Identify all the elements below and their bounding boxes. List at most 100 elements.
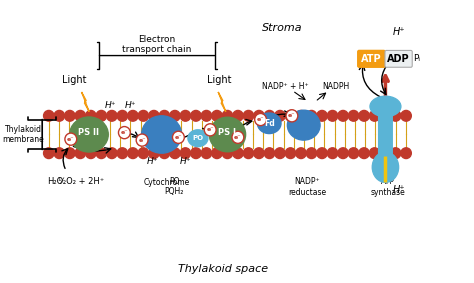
Circle shape <box>96 148 107 158</box>
Circle shape <box>233 148 243 158</box>
Text: H⁺: H⁺ <box>180 157 191 166</box>
Circle shape <box>191 110 201 121</box>
Circle shape <box>401 110 411 121</box>
Text: Light: Light <box>207 76 231 85</box>
Circle shape <box>306 148 317 158</box>
Circle shape <box>86 148 96 158</box>
Text: ADP: ADP <box>387 54 410 64</box>
Ellipse shape <box>210 117 246 152</box>
Circle shape <box>65 133 77 145</box>
Ellipse shape <box>188 130 208 147</box>
Text: e⁻: e⁻ <box>257 117 264 122</box>
Ellipse shape <box>142 116 182 153</box>
Circle shape <box>286 110 298 122</box>
Circle shape <box>359 110 369 121</box>
Circle shape <box>86 110 96 121</box>
FancyBboxPatch shape <box>358 50 385 67</box>
Text: PO
PQH₂: PO PQH₂ <box>164 177 184 196</box>
Circle shape <box>264 148 275 158</box>
Circle shape <box>296 110 306 121</box>
Circle shape <box>64 110 75 121</box>
Circle shape <box>369 148 380 158</box>
Text: e⁻: e⁻ <box>234 135 242 140</box>
Circle shape <box>317 110 327 121</box>
Circle shape <box>117 110 128 121</box>
Circle shape <box>328 110 338 121</box>
Circle shape <box>391 110 401 121</box>
Circle shape <box>232 131 244 143</box>
Text: e⁻: e⁻ <box>120 130 128 135</box>
Text: ½O₂ + 2H⁺: ½O₂ + 2H⁺ <box>58 177 104 186</box>
Text: H⁺: H⁺ <box>105 101 116 110</box>
Circle shape <box>201 110 212 121</box>
Text: PS I: PS I <box>219 128 237 137</box>
Text: Thylakoid space: Thylakoid space <box>178 263 268 274</box>
Circle shape <box>317 148 327 158</box>
Circle shape <box>391 148 401 158</box>
Circle shape <box>75 110 85 121</box>
Circle shape <box>128 148 138 158</box>
Circle shape <box>255 113 266 126</box>
Circle shape <box>328 148 338 158</box>
Circle shape <box>338 110 348 121</box>
Text: Electron
transport chain: Electron transport chain <box>122 35 192 54</box>
Circle shape <box>191 148 201 158</box>
Text: Cytochrome: Cytochrome <box>144 178 190 187</box>
Circle shape <box>212 110 222 121</box>
Circle shape <box>149 110 159 121</box>
Text: e⁻: e⁻ <box>174 135 182 140</box>
FancyBboxPatch shape <box>385 50 412 67</box>
Circle shape <box>107 148 117 158</box>
Text: H⁺: H⁺ <box>393 27 405 37</box>
Circle shape <box>348 148 359 158</box>
Text: Fd: Fd <box>264 119 274 128</box>
Circle shape <box>64 148 75 158</box>
Circle shape <box>118 127 130 139</box>
Text: H⁺: H⁺ <box>393 185 405 195</box>
Circle shape <box>180 110 191 121</box>
Circle shape <box>149 148 159 158</box>
Circle shape <box>201 148 212 158</box>
Text: PS II: PS II <box>79 128 100 137</box>
Text: e⁻: e⁻ <box>138 138 146 143</box>
Circle shape <box>359 148 369 158</box>
Circle shape <box>128 110 138 121</box>
Text: e⁻: e⁻ <box>207 127 214 132</box>
Circle shape <box>338 148 348 158</box>
Text: NADPH: NADPH <box>322 82 349 91</box>
Circle shape <box>285 148 296 158</box>
Polygon shape <box>218 92 226 112</box>
Circle shape <box>138 148 148 158</box>
Text: NADP⁺
reductase: NADP⁺ reductase <box>288 177 327 197</box>
Circle shape <box>170 148 180 158</box>
Circle shape <box>243 110 254 121</box>
Circle shape <box>138 110 148 121</box>
Circle shape <box>170 110 180 121</box>
Circle shape <box>54 110 64 121</box>
Circle shape <box>275 148 285 158</box>
Circle shape <box>296 148 306 158</box>
FancyBboxPatch shape <box>379 106 392 162</box>
Ellipse shape <box>287 110 320 140</box>
Text: Light: Light <box>62 76 87 85</box>
Circle shape <box>222 148 233 158</box>
Circle shape <box>222 110 233 121</box>
Circle shape <box>275 110 285 121</box>
Text: H₂O: H₂O <box>47 177 63 186</box>
Circle shape <box>136 134 148 146</box>
Circle shape <box>254 110 264 121</box>
Polygon shape <box>82 92 89 112</box>
Circle shape <box>348 110 359 121</box>
Circle shape <box>306 110 317 121</box>
Text: Stroma: Stroma <box>262 23 302 33</box>
Circle shape <box>380 148 390 158</box>
Text: H⁺: H⁺ <box>125 101 137 110</box>
Text: ATP
synthase: ATP synthase <box>370 177 405 197</box>
Text: PO: PO <box>192 135 203 141</box>
Circle shape <box>117 148 128 158</box>
Ellipse shape <box>372 152 399 182</box>
Circle shape <box>54 148 64 158</box>
Circle shape <box>243 148 254 158</box>
Circle shape <box>204 124 216 136</box>
Circle shape <box>264 110 275 121</box>
